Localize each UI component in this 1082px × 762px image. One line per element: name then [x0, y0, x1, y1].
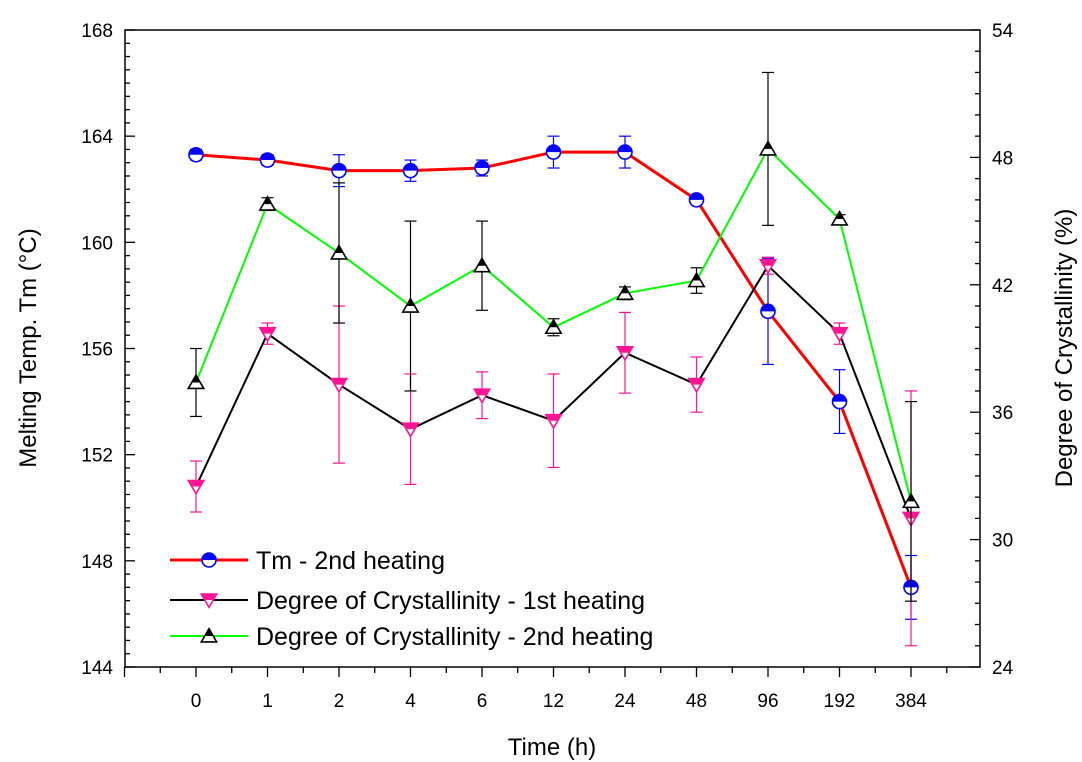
data-point	[329, 244, 349, 260]
data-point	[544, 318, 563, 335]
right-tick-label: 30	[992, 531, 1013, 552]
x-axis-title: Time (h)	[508, 734, 596, 761]
data-point	[615, 284, 635, 301]
left-tick-label: 148	[81, 552, 113, 573]
left-axis-ticks: 144 148 152 156 160 164 168	[81, 21, 135, 679]
left-tick-label: 168	[81, 21, 113, 42]
data-point	[472, 388, 492, 405]
legend-item-tm-2nd-heating: Tm - 2nd heating	[170, 547, 445, 575]
data-point	[186, 479, 206, 496]
left-tick-label: 156	[81, 340, 113, 361]
series-tm-2nd-heating	[188, 135, 919, 620]
legend-marker	[201, 552, 217, 568]
data-point	[830, 326, 849, 343]
data-point	[329, 377, 349, 394]
data-point	[758, 258, 778, 275]
legend-marker	[199, 627, 219, 643]
series-degree-of-crystallinity-2nd-heating	[186, 71, 921, 602]
x-axis-ticks: 0 1 2 4 6 12 24 48 96 192 384	[123, 667, 948, 712]
data-point	[760, 303, 776, 320]
data-point	[258, 326, 277, 343]
x-tick-label: 2	[334, 691, 345, 712]
series-line	[195, 150, 913, 588]
data-point	[615, 345, 635, 362]
data-point	[687, 271, 706, 288]
left-tick-label: 160	[81, 233, 113, 254]
legend-item-degree-of-crystallinity-2nd-heating: Degree of Crystallinity - 2nd heating	[170, 623, 653, 651]
right-tick-label: 42	[992, 276, 1013, 297]
legend-marker	[199, 593, 219, 609]
right-tick-label: 54	[992, 21, 1014, 42]
data-point	[544, 413, 563, 430]
data-point	[545, 144, 562, 160]
left-tick-label: 152	[81, 446, 113, 467]
legend-label: Degree of Crystallinity - 1st heating	[256, 587, 645, 615]
legend-item-degree-of-crystallinity-1st-heating: Degree of Crystallinity - 1st heating	[170, 587, 645, 615]
data-point	[831, 393, 848, 410]
x-tick-label: 1	[262, 691, 273, 712]
x-tick-label: 12	[543, 691, 564, 712]
legend-label: Degree of Crystallinity - 2nd heating	[256, 623, 653, 651]
right-axis-ticks: 24 30 36 42 48 54	[970, 21, 1014, 679]
x-tick-label: 6	[477, 691, 488, 712]
right-axis-title: Degree of Crystallinity (%)	[1051, 209, 1078, 488]
data-point	[472, 256, 492, 273]
data-point	[901, 492, 921, 509]
plot-frame	[124, 29, 981, 668]
series-degree-of-crystallinity-1st-heating	[186, 256, 921, 647]
data-point	[188, 146, 204, 163]
x-tick-label: 48	[686, 691, 707, 712]
series-layer	[186, 71, 921, 647]
x-tick-label: 4	[405, 691, 416, 712]
data-point	[617, 144, 633, 160]
data-point	[830, 210, 849, 226]
data-point	[687, 377, 706, 394]
legend-label: Tm - 2nd heating	[256, 547, 445, 575]
data-point	[259, 152, 276, 168]
x-tick-label: 0	[191, 691, 202, 712]
x-tick-label: 384	[895, 691, 927, 712]
data-point	[186, 373, 206, 390]
left-tick-label: 144	[81, 658, 113, 679]
right-tick-label: 36	[992, 403, 1013, 424]
x-tick-label: 24	[614, 691, 636, 712]
data-point	[401, 297, 420, 313]
data-point	[258, 195, 277, 211]
data-point	[402, 162, 419, 179]
x-tick-label: 192	[824, 691, 856, 712]
right-tick-label: 48	[992, 148, 1013, 169]
right-tick-label: 24	[992, 658, 1014, 679]
legend: Tm - 2nd heating Degree of Crystallinity …	[170, 547, 653, 651]
data-point	[331, 162, 347, 179]
left-axis-title: Melting Temp. Tm (°C)	[15, 228, 42, 467]
data-point	[688, 192, 705, 208]
left-tick-label: 164	[81, 127, 113, 148]
x-tick-label: 96	[757, 691, 778, 712]
data-point	[474, 160, 490, 176]
data-point	[401, 422, 420, 439]
data-point	[758, 139, 778, 156]
